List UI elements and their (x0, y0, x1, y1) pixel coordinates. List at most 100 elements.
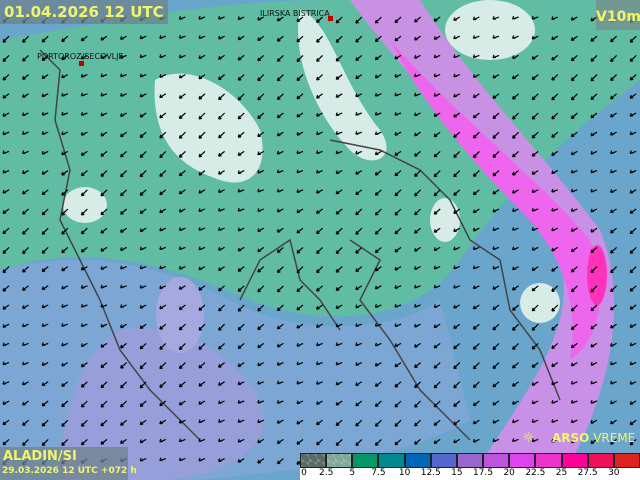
wind-arrow (629, 35, 637, 43)
legend-label: 0 (301, 468, 307, 478)
wind-arrow (316, 419, 323, 426)
wind-arrow (159, 189, 167, 196)
wind-arrow (472, 93, 480, 99)
wind-arrow (414, 400, 422, 408)
wind-arrow (22, 93, 29, 98)
wind-arrow (472, 362, 480, 370)
city-marker-ilirska-bistrica (328, 16, 333, 21)
wind-arrow (629, 208, 637, 214)
wind-arrow (198, 112, 206, 120)
wind-arrow (159, 323, 167, 330)
wind-arrow (120, 73, 127, 78)
wind-arrow (355, 285, 363, 291)
wind-arrow (590, 188, 598, 193)
wind-arrow (61, 92, 69, 97)
wind-arrow (551, 112, 559, 120)
wind-arrow (610, 419, 617, 425)
wind-arrow (551, 93, 559, 101)
wind-arrow (414, 419, 422, 427)
wind-arrow (355, 362, 363, 366)
wind-arrow (218, 246, 225, 251)
wind-arrow (512, 266, 519, 271)
wind-arrow (414, 208, 422, 216)
wind-arrow (198, 285, 206, 291)
wind-arrow (22, 419, 29, 426)
wind-arrow (237, 246, 245, 252)
wind-arrow (61, 54, 69, 61)
wind-arrow (41, 54, 49, 61)
wind-arrow (629, 304, 637, 310)
wind-arrow (531, 323, 539, 331)
legend-swatch (352, 453, 379, 468)
wind-arrow (610, 208, 617, 214)
brand-bold: ARSO (552, 431, 590, 445)
wind-arrow (453, 150, 461, 158)
wind-arrow (492, 246, 500, 251)
wind-arrow (414, 189, 422, 197)
wind-arrow (492, 131, 500, 139)
wind-arrow (374, 323, 382, 327)
wind-arrow (218, 400, 225, 405)
wind-arrow (531, 419, 539, 423)
wind-arrow (237, 150, 245, 156)
wind-arrow (355, 111, 363, 116)
wind-arrow (472, 342, 480, 350)
wind-arrow (296, 54, 304, 62)
wind-arrow (218, 207, 225, 212)
wind-arrow (551, 381, 559, 386)
wind-arrow (610, 35, 618, 43)
wind-arrow (394, 150, 402, 157)
legend-swatch (509, 453, 536, 468)
wind-arrow (335, 323, 343, 328)
wind-arrow (100, 284, 108, 289)
wind-arrow (492, 112, 500, 120)
wind-arrow (22, 400, 29, 406)
wind-arrow (41, 304, 49, 309)
wind-arrow (159, 93, 167, 99)
wind-arrow (2, 361, 10, 366)
wind-arrow (276, 304, 284, 312)
wind-arrow (2, 189, 10, 194)
wind-arrow (629, 150, 637, 154)
wind-arrow (100, 323, 108, 328)
wind-arrow (22, 54, 30, 62)
wind-arrow (610, 93, 617, 100)
wind-arrow (22, 131, 29, 135)
wind-arrow (100, 362, 108, 369)
wind-arrow (374, 16, 382, 24)
wind-arrow (394, 189, 402, 197)
wind-arrow (61, 189, 69, 196)
wind-arrow (492, 189, 500, 195)
wind-arrow (414, 54, 421, 59)
wind-arrow (590, 380, 598, 385)
wind-arrow (551, 285, 559, 292)
wind-arrow (531, 246, 539, 251)
wind-arrow (335, 189, 343, 195)
wind-arrow (80, 400, 88, 408)
wind-arrow (120, 150, 128, 158)
legend-label: 25 (555, 468, 568, 478)
wind-arrow (335, 93, 343, 98)
wind-arrow (80, 381, 88, 388)
wind-arrow (100, 438, 108, 445)
wind-arrow (61, 304, 69, 308)
wind-arrow (257, 150, 265, 156)
wind-arrow (257, 399, 264, 404)
wind-arrow (237, 54, 245, 61)
wind-arrow (41, 266, 49, 273)
wind-arrow (198, 438, 206, 442)
wind-arrow (453, 227, 461, 233)
wind-arrow (2, 54, 10, 62)
wind-arrow (100, 170, 108, 177)
wind-arrow (394, 227, 402, 235)
wind-arrow (433, 304, 441, 309)
wind-arrow (335, 438, 343, 446)
wind-arrow (512, 112, 520, 120)
wind-arrow (41, 150, 49, 155)
wind-arrow (414, 303, 421, 308)
wind-arrow (120, 54, 127, 59)
wind-arrow (453, 304, 461, 309)
wind-arrow (433, 208, 441, 215)
wind-arrow (139, 323, 147, 329)
wind-arrow (492, 342, 500, 350)
